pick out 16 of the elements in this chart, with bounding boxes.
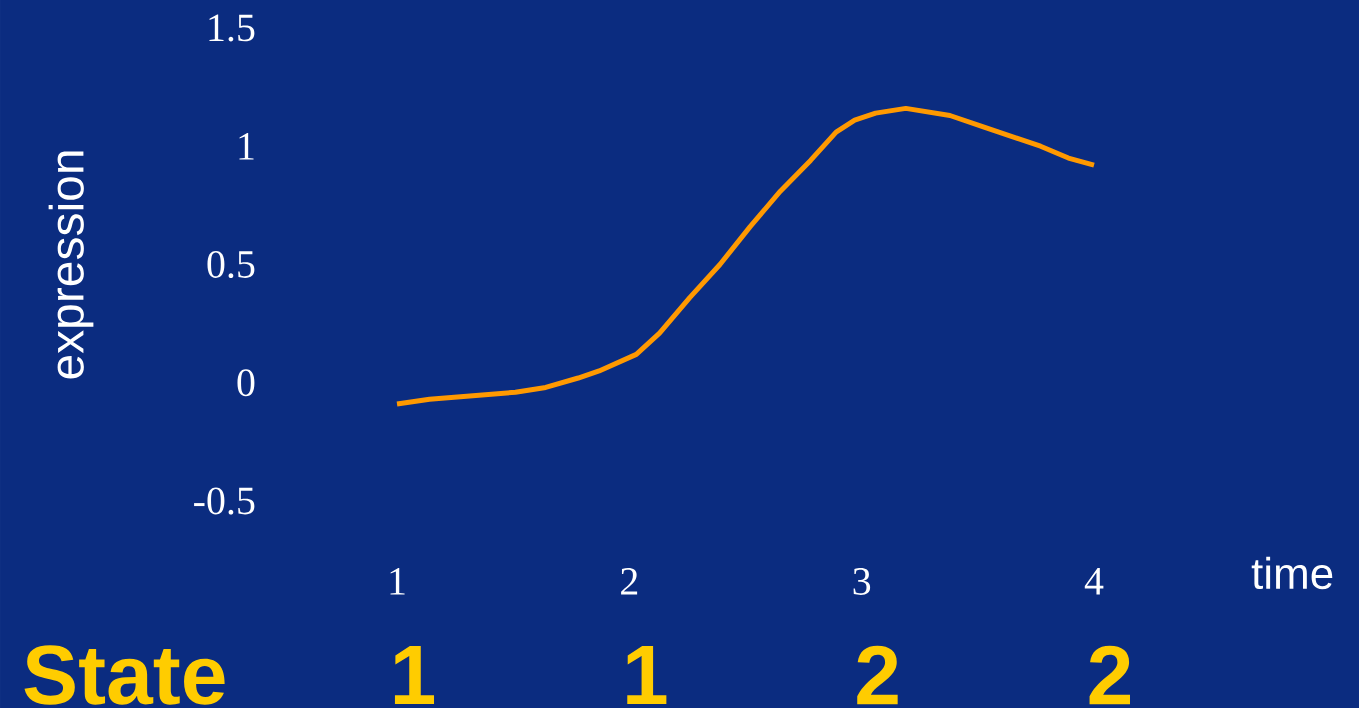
y-tick-label: 1.5 <box>209 14 255 42</box>
text: 1 <box>627 645 667 704</box>
x-tick-label: 2 <box>621 567 638 595</box>
y-tick-label: 0 <box>237 369 255 397</box>
text: 2 <box>857 645 898 705</box>
y-tick-label: 1 <box>239 132 254 160</box>
text: 2 <box>1089 645 1130 705</box>
y-tick-label: -0.5 <box>194 487 255 515</box>
x-tick-label: 3 <box>853 567 871 595</box>
x-tick-label: 1 <box>390 567 405 595</box>
text: 1 <box>394 645 435 704</box>
y-tick-label: 0.5 <box>207 250 255 278</box>
text: State <box>24 645 225 705</box>
x-tick-label: 4 <box>1084 567 1104 595</box>
y-axis-title: expression <box>48 151 94 379</box>
x-axis-title: time <box>1251 556 1333 589</box>
